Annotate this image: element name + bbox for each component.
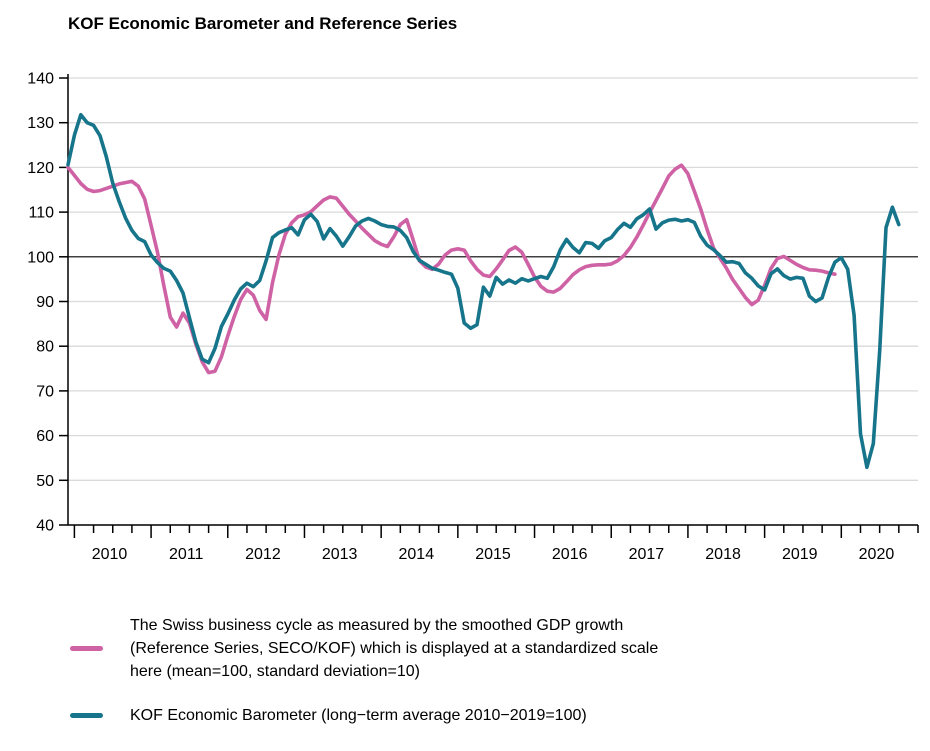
y-tick-label: 140 xyxy=(27,71,54,88)
y-tick-label: 50 xyxy=(36,473,54,490)
barometer-swatch xyxy=(70,713,103,718)
x-year-label: 2013 xyxy=(322,546,358,563)
y-tick-label: 130 xyxy=(27,115,54,132)
reference-series-swatch xyxy=(70,646,103,651)
x-year-label: 2016 xyxy=(552,546,588,563)
y-tick-label: 100 xyxy=(27,249,54,266)
x-year-label: 2010 xyxy=(92,546,128,563)
x-year-label: 2015 xyxy=(475,546,511,563)
x-year-label: 2018 xyxy=(705,546,741,563)
y-tick-label: 80 xyxy=(36,339,54,356)
barometer-line xyxy=(66,112,901,470)
x-year-label: 2011 xyxy=(169,546,204,563)
x-year-label: 2019 xyxy=(782,546,818,563)
chart-title: KOF Economic Barometer and Reference Ser… xyxy=(68,14,458,33)
y-tick-label: 120 xyxy=(27,160,54,177)
line-chart: 140 130 120 110 100 90 80 70 60 50 40 2010 2011 2012 2… xyxy=(27,71,919,563)
y-tick-label: 110 xyxy=(28,205,54,222)
y-tick-label: 90 xyxy=(36,294,54,311)
x-year-label: 2020 xyxy=(859,546,895,563)
y-tick-label: 40 xyxy=(36,518,54,535)
legend-item-reference-series: The Swiss business cycle as measured by … xyxy=(70,614,730,683)
reference-series-label: The Swiss business cycle as measured by … xyxy=(130,617,659,680)
x-year-label: 2017 xyxy=(629,546,665,563)
legend-item-barometer: KOF Economic Barometer (long−term averag… xyxy=(70,704,730,727)
x-year-label: 2012 xyxy=(245,546,281,563)
x-year-label: 2014 xyxy=(399,546,435,563)
chart-legend: The Swiss business cycle as measured by … xyxy=(70,614,730,727)
y-tick-label: 60 xyxy=(36,428,54,445)
reference-series-line xyxy=(66,163,837,375)
barometer-label: KOF Economic Barometer (long−term averag… xyxy=(130,707,587,724)
y-tick-label: 70 xyxy=(36,383,54,400)
